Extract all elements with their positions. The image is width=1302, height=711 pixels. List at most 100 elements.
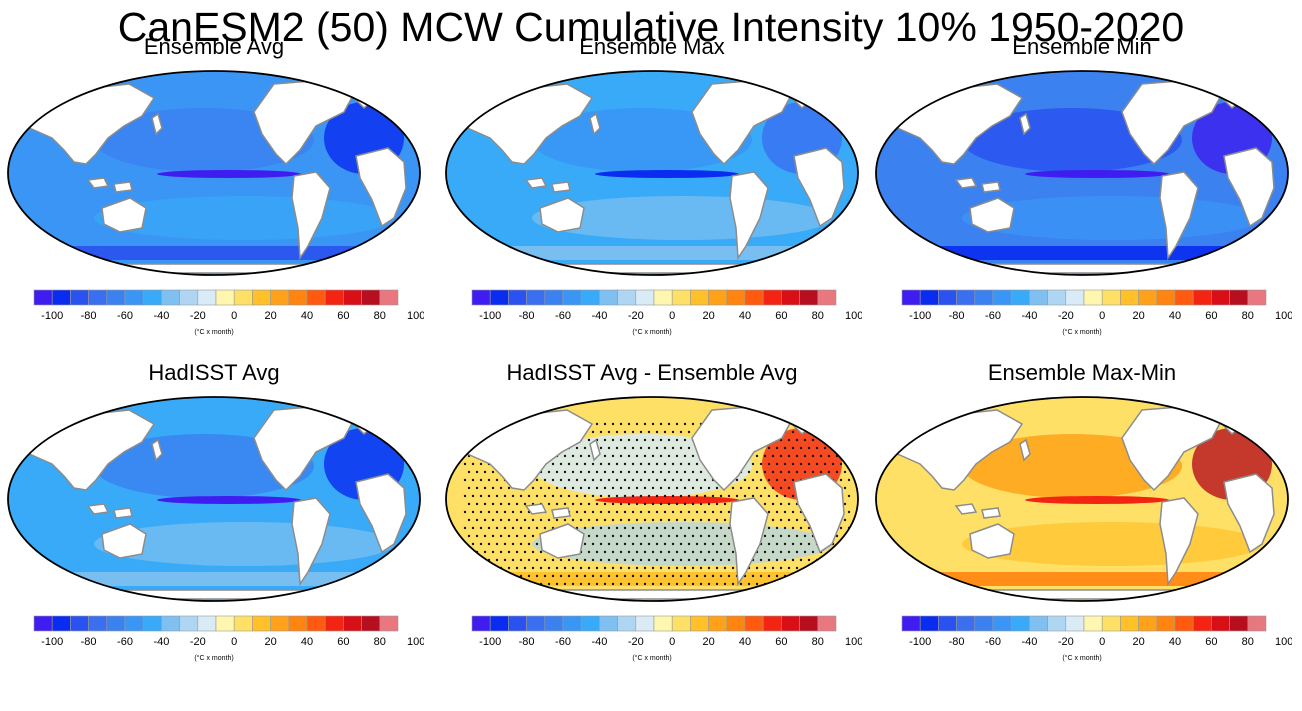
equatorial-band <box>1025 170 1169 178</box>
colorbar-tick-label: -100 <box>479 310 501 322</box>
colorbar-swatch <box>124 615 144 632</box>
colorbar-swatch <box>33 289 53 306</box>
colorbar-swatch <box>762 289 782 306</box>
colorbar-tick-label: -80 <box>81 636 97 648</box>
colorbar-tick-label: 80 <box>812 310 824 322</box>
colorbar-unit-label: (°C x month) <box>194 654 233 662</box>
map-panel: Ensemble Avg -100 -80 -60 -40 -20 0 20 40 60 80 100… <box>4 34 424 364</box>
colorbar-tick-label: 80 <box>374 310 386 322</box>
panel-title: Ensemble Avg <box>143 34 285 59</box>
colorbar-swatch <box>142 289 162 306</box>
colorbar-swatch <box>1211 615 1230 632</box>
colorbar-swatch <box>781 615 800 632</box>
colorbar-tick-label: 20 <box>1132 636 1144 648</box>
colorbar-swatch <box>1083 289 1103 306</box>
colorbar: -100 -80 -60 -40 -20 0 20 40 60 80 100 (°C x month) <box>901 289 1292 336</box>
colorbar-tick-label: 40 <box>739 310 751 322</box>
colorbar-swatch <box>343 615 362 632</box>
colorbar-swatch <box>956 289 976 306</box>
colorbar-swatch <box>324 289 344 306</box>
world-map <box>445 396 859 602</box>
colorbar-tick-label: 20 <box>702 636 714 648</box>
colorbar-unit-label: (°C x month) <box>194 328 233 336</box>
colorbar-tick-label: 40 <box>301 310 313 322</box>
colorbar-tick-label: 20 <box>1132 310 1144 322</box>
panel-title: HadISST Avg - Ensemble Avg <box>506 360 798 385</box>
colorbar-swatch <box>544 289 564 306</box>
colorbar-swatch <box>956 615 976 632</box>
colorbar-swatch <box>1192 615 1212 632</box>
colorbar-tick-label: 100 <box>407 310 424 322</box>
colorbar-swatch <box>508 615 527 632</box>
colorbar-swatch <box>781 289 800 306</box>
colorbar-swatch <box>106 615 126 632</box>
colorbar-tick-label: 20 <box>264 310 276 322</box>
map-border <box>7 396 421 602</box>
colorbar-unit-label: (°C x month) <box>1062 654 1101 662</box>
world-map <box>7 396 421 602</box>
colorbar-tick-label: -60 <box>117 310 133 322</box>
colorbar-swatch <box>744 289 764 306</box>
colorbar-tick-label: 100 <box>845 310 862 322</box>
colorbar: -100 -80 -60 -40 -20 0 20 40 60 80 100 (°C x month) <box>901 615 1292 662</box>
colorbar-swatch <box>938 615 957 632</box>
colorbar-tick-label: -60 <box>985 310 1001 322</box>
southern-ocean-band <box>482 246 822 260</box>
colorbar-swatch <box>919 289 939 306</box>
colorbar-swatch <box>992 289 1012 306</box>
map-panel: HadISST Avg - Ensemble Avg -100 -80 -60 -40-… <box>442 360 862 690</box>
colorbar-swatch <box>33 615 53 632</box>
colorbar-swatch <box>1083 615 1103 632</box>
colorbar-swatch <box>1229 615 1249 632</box>
colorbar: -100 -80 -60 -40 -20 0 20 40 60 80 100 (°C x month) <box>471 289 862 336</box>
colorbar-swatch <box>671 615 691 632</box>
colorbar-tick-label: -40 <box>1021 636 1037 648</box>
colorbar-tick-label: 60 <box>337 636 349 648</box>
equatorial-band <box>1025 496 1169 504</box>
colorbar-swatch <box>708 615 728 632</box>
colorbar-swatch <box>544 615 564 632</box>
colorbar-tick-label: 40 <box>1169 636 1181 648</box>
colorbar-swatch <box>1229 289 1249 306</box>
colorbar-swatch <box>919 615 939 632</box>
colorbar-swatch <box>974 615 994 632</box>
colorbar-swatch <box>233 289 253 306</box>
colorbar-tick-label: -20 <box>190 636 206 648</box>
colorbar-tick-label: 0 <box>669 310 675 322</box>
colorbar-swatch <box>1101 615 1121 632</box>
colorbar-swatch <box>288 289 308 306</box>
colorbar-swatch <box>1138 289 1158 306</box>
map-border <box>445 396 859 602</box>
colorbar-swatch <box>215 289 235 306</box>
colorbar-swatch <box>288 615 308 632</box>
colorbar-tick-label: 80 <box>374 636 386 648</box>
colorbar-swatch <box>489 289 509 306</box>
colorbar-unit-label: (°C x month) <box>632 654 671 662</box>
colorbar-swatch <box>88 615 108 632</box>
colorbar-tick-label: 0 <box>231 636 237 648</box>
colorbar-swatch <box>1065 615 1085 632</box>
colorbar-swatch <box>901 289 921 306</box>
southern-ocean-band <box>44 246 384 260</box>
colorbar-swatch <box>1156 615 1176 632</box>
colorbar-swatch <box>252 289 271 306</box>
colorbar-swatch <box>379 615 399 632</box>
colorbar-swatch <box>1120 289 1139 306</box>
colorbar-swatch <box>306 289 326 306</box>
colorbar-swatch <box>1010 615 1030 632</box>
colorbar-swatch <box>708 289 728 306</box>
colorbar-swatch <box>562 289 582 306</box>
panel-title: Ensemble Max <box>579 34 725 59</box>
colorbar-swatch <box>1065 289 1085 306</box>
colorbar-unit-label: (°C x month) <box>1062 328 1101 336</box>
colorbar-swatch <box>51 615 71 632</box>
colorbar-swatch <box>744 615 764 632</box>
colorbar-tick-label: -100 <box>909 636 931 648</box>
colorbar-swatch <box>562 615 582 632</box>
colorbar-swatch <box>343 289 362 306</box>
colorbar-swatch <box>197 289 217 306</box>
colorbar-unit-label: (°C x month) <box>632 328 671 336</box>
colorbar-swatch <box>974 289 994 306</box>
colorbar-tick-label: 100 <box>407 636 424 648</box>
colorbar-swatch <box>179 615 199 632</box>
